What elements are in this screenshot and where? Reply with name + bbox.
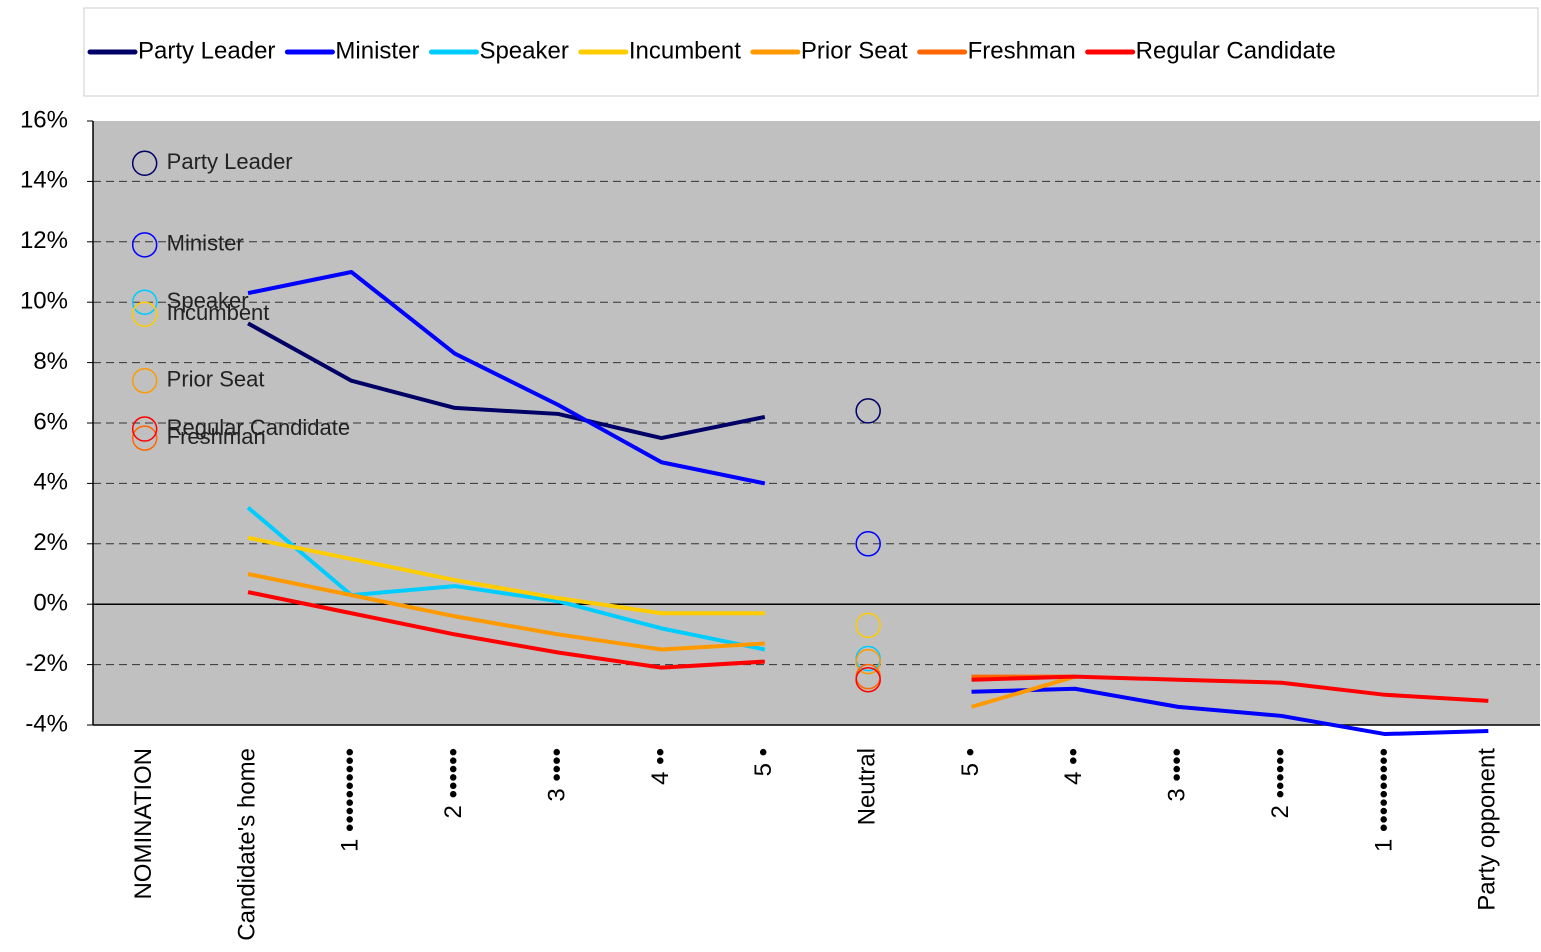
marker-label: Freshman bbox=[167, 424, 266, 449]
y-tick-label: 0% bbox=[33, 590, 68, 617]
series-line bbox=[970, 674, 1076, 709]
x-tick-label: 1 •••••••••• bbox=[1370, 748, 1397, 852]
legend-label: Prior Seat bbox=[801, 37, 908, 64]
y-tick-label: 2% bbox=[33, 529, 68, 556]
y-tick-label: 4% bbox=[33, 469, 68, 496]
legend-label: Party Leader bbox=[138, 37, 275, 64]
series-line bbox=[246, 506, 766, 652]
series-marker bbox=[855, 612, 881, 639]
y-tick-label: 16% bbox=[20, 106, 68, 133]
x-tick-label: 2 •••••• bbox=[1267, 748, 1294, 818]
series-marker bbox=[131, 367, 158, 394]
x-tick-label: 1 •••••••••• bbox=[337, 748, 364, 852]
legend-label: Minister bbox=[335, 37, 419, 64]
legend-label: Speaker bbox=[479, 37, 568, 64]
legend-label: Freshman bbox=[968, 37, 1076, 64]
y-tick-label: 6% bbox=[33, 408, 68, 435]
x-tick-label: 3 •••• bbox=[543, 748, 570, 802]
y-tick-label: 8% bbox=[33, 348, 68, 375]
series-line bbox=[971, 674, 1489, 703]
marker-label: Minister bbox=[167, 231, 244, 256]
series-marker bbox=[855, 666, 881, 693]
x-tick-label: 3 •••• bbox=[1164, 748, 1191, 802]
series-marker bbox=[131, 416, 158, 442]
y-tick-label: 14% bbox=[20, 167, 68, 194]
series-marker bbox=[131, 150, 158, 177]
series-marker bbox=[131, 289, 158, 315]
x-tick-label: 4 •• bbox=[647, 748, 674, 785]
marker-label: Prior Seat bbox=[167, 367, 265, 392]
x-tick-label: Party opponent bbox=[1474, 748, 1501, 911]
x-tick-label: 2 •••••• bbox=[440, 748, 467, 818]
series-line bbox=[247, 321, 766, 441]
marker-label: Speaker bbox=[167, 288, 249, 313]
y-tick-label: 12% bbox=[20, 227, 68, 254]
marker-label: Incumbent bbox=[167, 300, 270, 325]
legend-label: Regular Candidate bbox=[1136, 37, 1336, 64]
series-line bbox=[247, 590, 765, 670]
series-line bbox=[247, 270, 766, 486]
series-line bbox=[247, 572, 765, 652]
y-tick-label: -2% bbox=[25, 650, 68, 677]
series-marker bbox=[131, 232, 158, 258]
series-line bbox=[247, 535, 765, 616]
marker-label: Party Leader bbox=[167, 149, 293, 174]
x-tick-label: 5 • bbox=[957, 748, 984, 776]
series-marker bbox=[855, 398, 881, 424]
x-tick-label: Candidate's home bbox=[233, 748, 260, 941]
marker-label: Regular Candidate bbox=[167, 415, 350, 440]
x-tick-label: 4 •• bbox=[1060, 748, 1087, 785]
x-tick-label: Neutral bbox=[854, 748, 881, 825]
series-marker bbox=[855, 648, 881, 675]
series-line bbox=[971, 686, 1489, 737]
series-marker bbox=[855, 531, 881, 557]
x-tick-label: NOMINATION bbox=[130, 748, 157, 900]
series-marker bbox=[131, 301, 158, 328]
legend-label: Incumbent bbox=[629, 37, 741, 64]
series-marker bbox=[131, 425, 158, 451]
x-tick-label: 5 • bbox=[750, 748, 777, 776]
y-tick-label: -4% bbox=[25, 710, 68, 737]
y-tick-label: 10% bbox=[20, 288, 68, 315]
